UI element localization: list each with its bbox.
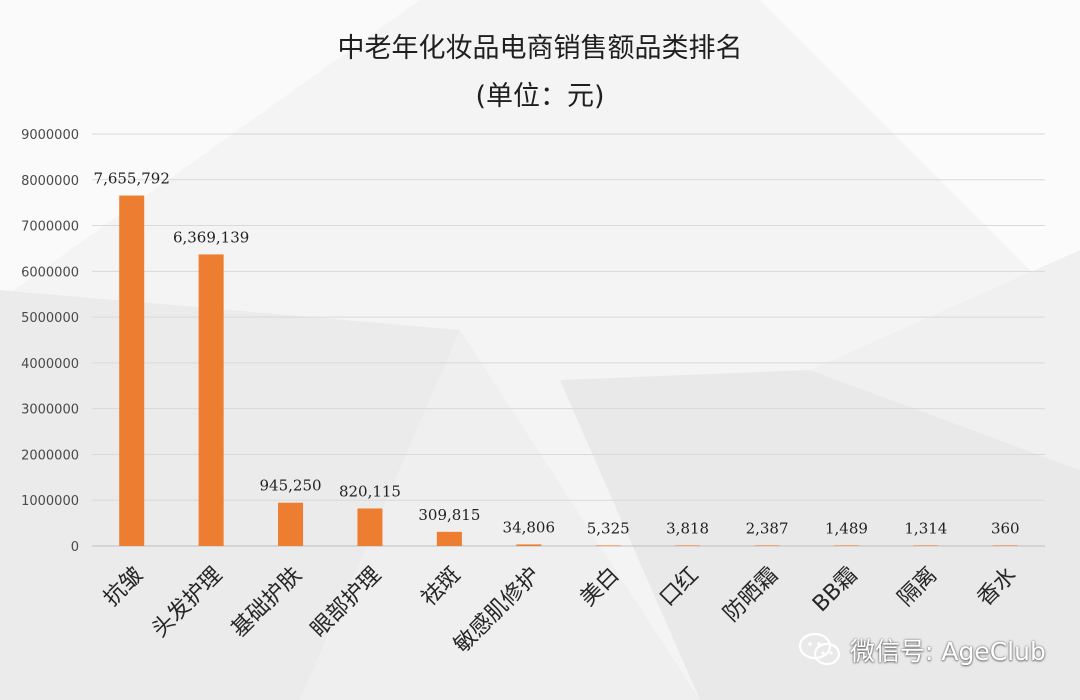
x-tick-label: 美白 [576, 563, 625, 612]
x-tick-label: 抗皱 [99, 563, 148, 612]
bar [754, 545, 780, 546]
bar [119, 195, 145, 546]
data-label: 309,815 [418, 506, 480, 524]
y-tick-label: 5000000 [21, 311, 79, 326]
bar [436, 531, 462, 546]
x-tick-label: 头发护理 [147, 563, 227, 643]
bar [198, 254, 224, 546]
x-tick-label: BB霜 [808, 563, 863, 618]
bar [516, 544, 542, 546]
bar [357, 508, 383, 546]
bar [595, 545, 621, 546]
y-axis: 0 1000000 2000000 3000000 4000000 5000000 6000… [21, 128, 79, 555]
chart-subtitle: (单位：元) [475, 81, 605, 112]
y-tick-label: 2000000 [21, 448, 79, 463]
y-tick-label: 4000000 [21, 357, 79, 372]
data-label: 7,655,792 [94, 170, 170, 188]
bar [992, 545, 1018, 546]
data-label: 820,115 [339, 482, 401, 500]
y-tick-label: 1000000 [21, 494, 79, 509]
chart-title: 中老年化妆品电商销售额品类排名 [337, 33, 743, 64]
x-tick-label: 基础护肤 [227, 563, 307, 643]
data-labels: 7,655,792 6,369,139 945,250 820,115 309,815 3… [94, 170, 1020, 538]
x-tick-label: 祛斑 [417, 563, 466, 612]
y-tick-label: 7000000 [21, 220, 79, 235]
data-label: 2,387 [746, 519, 789, 537]
data-label: 1,314 [904, 519, 947, 537]
y-tick-label: 9000000 [21, 128, 79, 143]
grid-lines [92, 133, 1045, 547]
data-label: 1,489 [825, 519, 868, 537]
x-tick-label: 口红 [655, 563, 704, 612]
x-tick-label: 香水 [973, 563, 1022, 612]
data-label: 3,818 [666, 519, 709, 537]
y-tick-label: 0 [71, 540, 79, 555]
data-label: 6,369,139 [173, 228, 249, 246]
y-tick-label: 6000000 [21, 265, 79, 280]
bar [913, 545, 939, 546]
x-tick-label: 防晒霜 [719, 563, 783, 627]
watermark: 微信号: AgeClub [798, 630, 1046, 670]
bars [119, 195, 1018, 546]
watermark-text: 微信号: AgeClub [850, 637, 1046, 666]
y-tick-label: 8000000 [21, 174, 79, 189]
data-label: 5,325 [587, 519, 630, 537]
data-label: 360 [991, 519, 1020, 537]
data-label: 34,806 [503, 518, 556, 536]
x-tick-label: 隔离 [893, 563, 942, 612]
bar [675, 545, 701, 546]
x-tick-label: 眼部护理 [306, 563, 386, 643]
wechat-icon [798, 632, 841, 666]
bar [833, 545, 859, 546]
y-tick-label: 3000000 [21, 403, 79, 418]
data-label: 945,250 [260, 477, 322, 495]
bar [278, 502, 304, 546]
x-tick-label: 敏感肌修护 [450, 563, 545, 658]
